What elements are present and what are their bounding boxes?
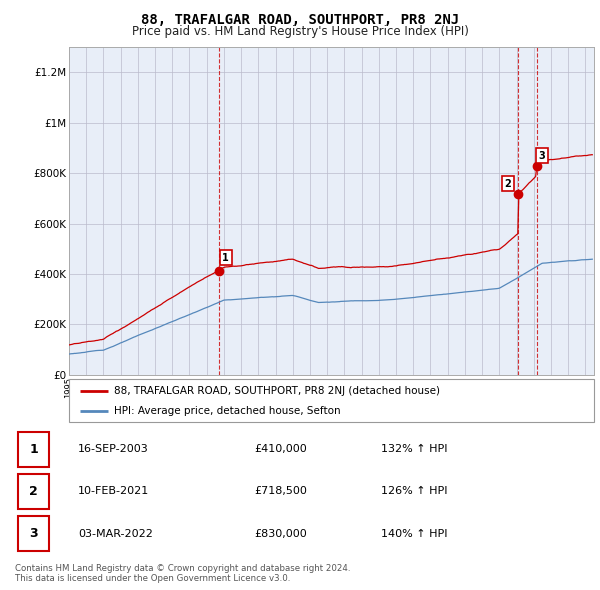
Text: 16-SEP-2003: 16-SEP-2003 [78, 444, 149, 454]
Bar [18, 474, 49, 509]
Text: 3: 3 [29, 527, 38, 540]
Text: 03-MAR-2022: 03-MAR-2022 [78, 529, 153, 539]
Text: £830,000: £830,000 [254, 529, 307, 539]
Text: Contains HM Land Registry data © Crown copyright and database right 2024.
This d: Contains HM Land Registry data © Crown c… [15, 563, 350, 583]
Text: £410,000: £410,000 [254, 444, 307, 454]
Text: 2: 2 [505, 179, 511, 189]
Text: 140% ↑ HPI: 140% ↑ HPI [380, 529, 447, 539]
Text: HPI: Average price, detached house, Sefton: HPI: Average price, detached house, Seft… [113, 407, 340, 416]
Text: 3: 3 [538, 150, 545, 160]
Text: 132% ↑ HPI: 132% ↑ HPI [380, 444, 447, 454]
Text: 1: 1 [29, 443, 38, 456]
Bar [18, 431, 49, 467]
Text: 88, TRAFALGAR ROAD, SOUTHPORT, PR8 2NJ: 88, TRAFALGAR ROAD, SOUTHPORT, PR8 2NJ [141, 13, 459, 27]
Text: £718,500: £718,500 [254, 487, 307, 496]
Text: 88, TRAFALGAR ROAD, SOUTHPORT, PR8 2NJ (detached house): 88, TRAFALGAR ROAD, SOUTHPORT, PR8 2NJ (… [113, 386, 440, 396]
Bar [18, 516, 49, 552]
Text: 126% ↑ HPI: 126% ↑ HPI [380, 487, 447, 496]
Text: 1: 1 [223, 253, 229, 263]
Text: 10-FEB-2021: 10-FEB-2021 [78, 487, 149, 496]
Text: Price paid vs. HM Land Registry's House Price Index (HPI): Price paid vs. HM Land Registry's House … [131, 25, 469, 38]
Text: 2: 2 [29, 485, 38, 498]
